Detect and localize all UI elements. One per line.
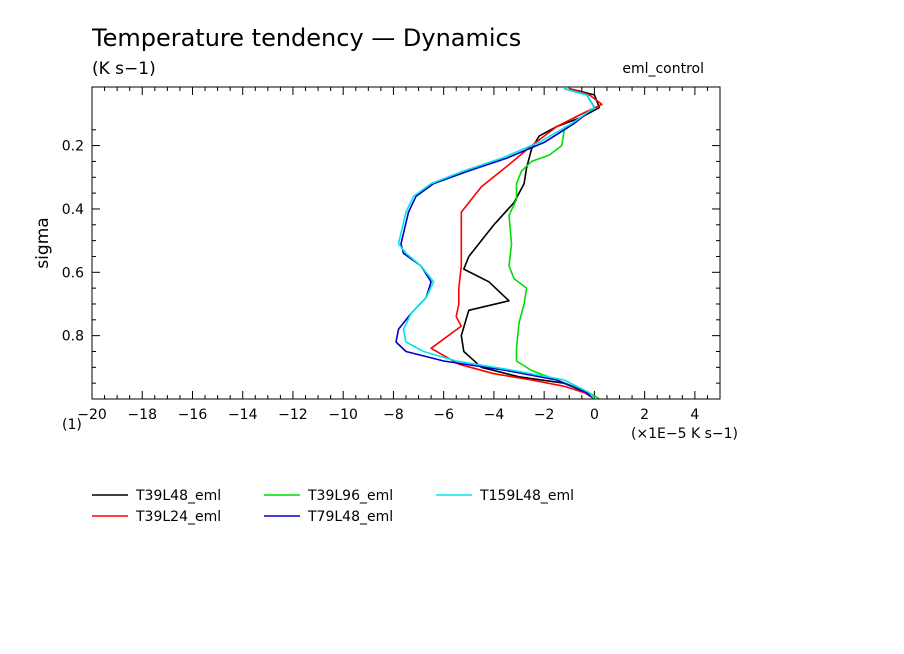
legend-label-t79l48-eml: T79L48_eml (307, 509, 393, 525)
x-tick-labels: −20 −18 −16 −14 −12 −10 −8 −6 −4 −2 0 2 4 (77, 407, 699, 423)
legend-label-t39l96-eml: T39L96_eml (307, 488, 393, 504)
x-tick-label: −6 (433, 407, 454, 423)
x-tick-label: −4 (484, 407, 505, 423)
y-tick-label: 0.8 (62, 329, 84, 345)
y-axis-label: sigma (33, 217, 53, 268)
series-line-t79l48-eml (395, 87, 596, 400)
corner-label: (1) (62, 417, 82, 433)
series-line-t39l48-eml (460, 87, 601, 400)
plot-frame (91, 86, 721, 400)
axis-ticks (91, 87, 721, 399)
series-lines (395, 87, 603, 400)
series-line-t39l24-eml (430, 87, 603, 400)
x-tick-label: 4 (690, 407, 699, 423)
y-tick-label: 0.4 (62, 202, 84, 218)
x-tick-label: −14 (228, 407, 258, 423)
y-tick-label: 0.2 (62, 139, 84, 155)
x-tick-label: −20 (77, 407, 107, 423)
y-tick-labels: 0.2 0.4 0.6 0.8 (62, 139, 84, 345)
x-tick-label: −10 (328, 407, 358, 423)
x-tick-label: −12 (278, 407, 308, 423)
chart-title: Temperature tendency — Dynamics (91, 24, 521, 52)
x-tick-label: 0 (590, 407, 599, 423)
x-axis-units: (×1E−5 K s−1) (631, 426, 738, 442)
x-tick-label: −8 (383, 407, 404, 423)
y-tick-label: 0.6 (62, 265, 84, 281)
series-line-t159l48-eml (397, 87, 596, 400)
x-tick-label: −16 (178, 407, 208, 423)
x-tick-label: −18 (127, 407, 157, 423)
legend: T39L48_eml T39L24_eml T39L96_eml T79L48_eml… (92, 488, 574, 525)
chart-units: (K s−1) (92, 59, 156, 79)
x-tick-label: −2 (534, 407, 555, 423)
legend-label-t39l24-eml: T39L24_eml (135, 509, 221, 525)
legend-label-t159l48-eml: T159L48_eml (479, 488, 574, 504)
legend-label-t39l48-eml: T39L48_eml (135, 488, 221, 504)
experiment-label: eml_control (622, 61, 704, 77)
x-tick-label: 2 (640, 407, 649, 423)
